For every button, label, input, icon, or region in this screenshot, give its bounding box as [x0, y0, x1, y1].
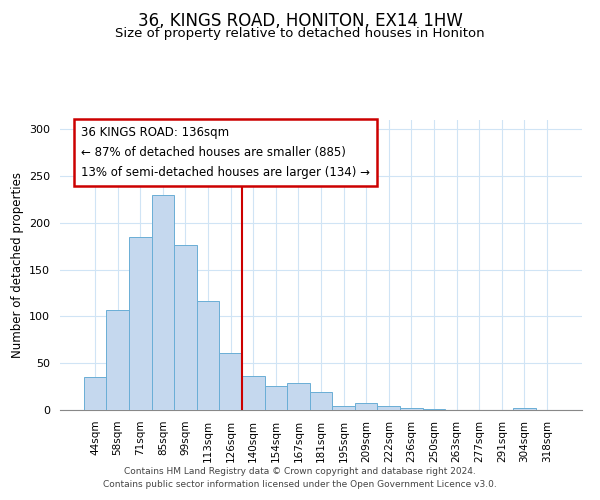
Text: 36 KINGS ROAD: 136sqm
← 87% of detached houses are smaller (885)
13% of semi-det: 36 KINGS ROAD: 136sqm ← 87% of detached … — [81, 126, 370, 179]
Bar — [310, 392, 332, 410]
Bar — [265, 386, 287, 410]
Bar — [242, 376, 265, 410]
Bar — [400, 408, 422, 410]
Bar — [106, 310, 129, 410]
Text: Contains HM Land Registry data © Crown copyright and database right 2024.
Contai: Contains HM Land Registry data © Crown c… — [103, 468, 497, 489]
Text: Size of property relative to detached houses in Honiton: Size of property relative to detached ho… — [115, 28, 485, 40]
Bar — [129, 237, 152, 410]
Text: 36, KINGS ROAD, HONITON, EX14 1HW: 36, KINGS ROAD, HONITON, EX14 1HW — [137, 12, 463, 30]
Bar — [84, 378, 106, 410]
Bar — [197, 302, 220, 410]
Bar — [174, 246, 197, 410]
Y-axis label: Number of detached properties: Number of detached properties — [11, 172, 23, 358]
Bar — [355, 402, 377, 410]
Bar — [332, 406, 355, 410]
Bar — [422, 409, 445, 410]
Bar — [377, 406, 400, 410]
Bar — [513, 408, 536, 410]
Bar — [287, 383, 310, 410]
Bar — [220, 353, 242, 410]
Bar — [152, 195, 174, 410]
